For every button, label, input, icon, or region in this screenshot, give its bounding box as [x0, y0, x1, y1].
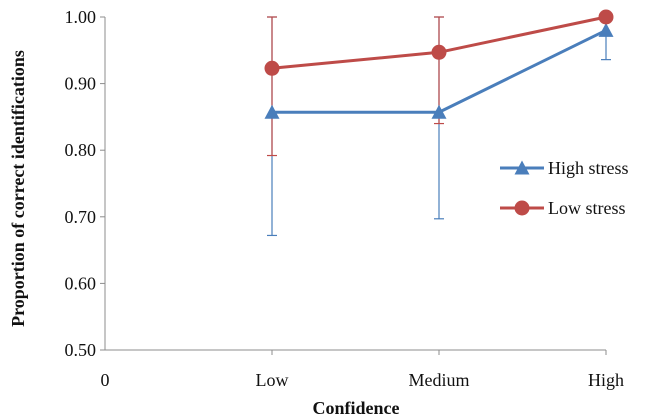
legend-marker-high-stress — [514, 160, 530, 175]
data-point-high-stress — [431, 104, 447, 119]
legend: High stress Low stress — [500, 158, 629, 218]
legend-label: High stress — [548, 158, 629, 178]
error-bars — [267, 16, 611, 237]
data-point-low-stress — [598, 9, 614, 25]
data-point-low-stress — [431, 44, 447, 60]
y-tick-label: 0.90 — [65, 74, 97, 94]
x-tick-label: High — [588, 370, 624, 390]
x-tick-label: Low — [256, 370, 289, 390]
y-axis-title: Proportion of correct identifications — [8, 50, 28, 327]
y-tick-label: 0.60 — [65, 273, 97, 293]
legend-label: Low stress — [548, 198, 626, 218]
y-tick-label: 0.70 — [65, 207, 97, 227]
data-point-low-stress — [264, 60, 280, 76]
data-point-high-stress — [264, 104, 280, 119]
markers — [264, 9, 614, 119]
x-tick-label: Medium — [409, 370, 470, 390]
x-origin-label: 0 — [101, 370, 110, 390]
data-point-high-stress — [598, 22, 614, 37]
x-ticks: 0 Low Medium High — [101, 350, 624, 390]
y-tick-label: 0.80 — [65, 140, 97, 160]
y-ticks: 0.50 0.60 0.70 0.80 0.90 1.00 — [65, 7, 105, 360]
x-axis-title: Confidence — [313, 398, 400, 418]
y-tick-label: 1.00 — [65, 7, 97, 27]
axes — [104, 17, 606, 351]
y-tick-label: 0.50 — [65, 340, 97, 360]
legend-marker-low-stress — [514, 200, 530, 216]
